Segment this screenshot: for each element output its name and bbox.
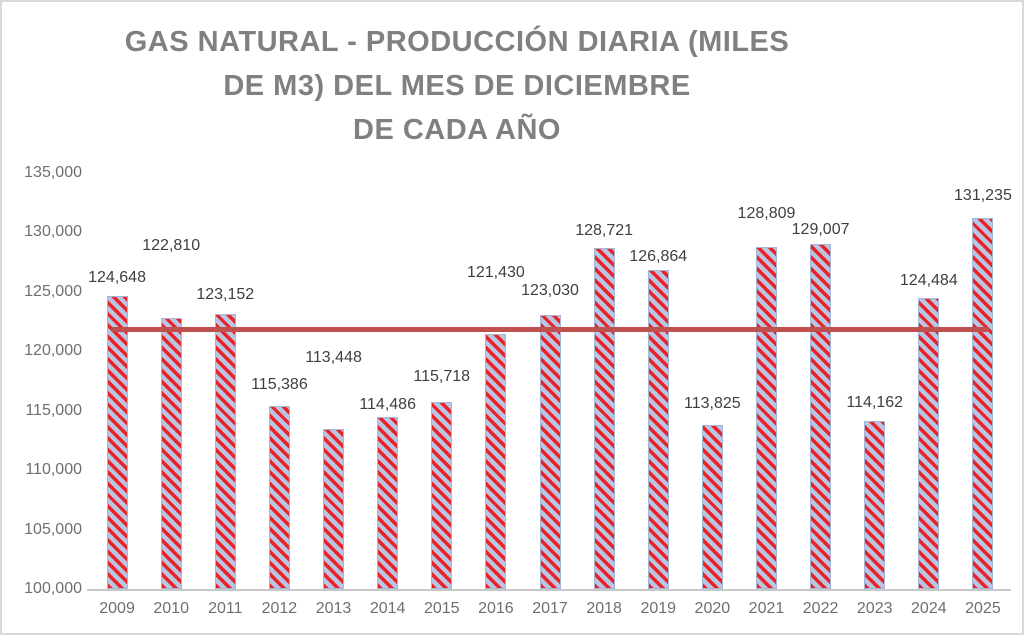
- x-axis-label-2015: 2015: [423, 600, 460, 617]
- bar-2011[interactable]: [214, 313, 236, 589]
- y-axis-tick-label: 105,000: [24, 520, 82, 538]
- x-axis-label-2018: 2018: [586, 600, 622, 617]
- bar-2020[interactable]: [701, 424, 723, 589]
- bar-2024[interactable]: [918, 298, 940, 589]
- bar-2014[interactable]: [377, 416, 399, 589]
- x-axis-label-2016: 2016: [478, 600, 514, 617]
- x-axis-label-2025: 2025: [965, 600, 1001, 617]
- data-label-2013: 113,448: [305, 349, 362, 367]
- data-label-2025: 131,235: [954, 186, 1012, 204]
- data-label-2015: 115,718: [413, 368, 471, 386]
- bar-2018[interactable]: [593, 247, 615, 589]
- x-axis-label-2010: 2010: [153, 600, 189, 617]
- data-label-2021: 128,809: [737, 204, 796, 222]
- y-axis-tick-label: 135,000: [24, 164, 82, 181]
- x-axis-label-2021: 2021: [748, 600, 785, 617]
- x-axis: 2009 2010 2011 2012 2013 2014 2015 2016 2017 2018…: [90, 600, 1010, 622]
- x-axis-label-2012: 2012: [261, 600, 298, 617]
- data-label-2017: 123,030: [521, 282, 579, 300]
- bar-2013[interactable]: [323, 429, 345, 589]
- bar-2023[interactable]: [864, 420, 886, 589]
- y-axis-tick-label: 100,000: [24, 580, 82, 597]
- y-axis-tick-label: 120,000: [24, 342, 82, 360]
- x-axis-line: [87, 589, 1011, 591]
- x-axis-label-2013: 2013: [315, 600, 352, 617]
- y-axis-tick-label: 110,000: [25, 461, 82, 479]
- x-axis-label-2014: 2014: [369, 600, 406, 617]
- chart-title-line-1: GAS NATURAL - PRODUCCIÓN DIARIA (MILES: [124, 26, 790, 58]
- data-label-2011: 123,152: [196, 285, 255, 303]
- average-line[interactable]: [111, 326, 989, 332]
- plot-area: 124,648 122,810 123,152 115,386 113,448 114,4…: [88, 173, 1012, 589]
- data-label-2009: 124,648: [88, 269, 146, 287]
- data-label-2020: 113,825: [684, 394, 741, 412]
- x-axis-label-2011: 2011: [208, 600, 243, 617]
- x-axis-label-2023: 2023: [856, 600, 893, 617]
- x-axis-label-2024: 2024: [911, 600, 947, 617]
- x-axis-label-2017: 2017: [532, 600, 568, 617]
- bar-2010[interactable]: [160, 317, 182, 589]
- bar-2022[interactable]: [810, 244, 832, 589]
- chart-title-line-3: DE CADA AÑO: [353, 114, 561, 146]
- bar-2019[interactable]: [647, 269, 669, 589]
- data-label-2024: 124,484: [899, 272, 958, 289]
- y-axis-tick-label: 115,000: [25, 401, 82, 419]
- bar-2016[interactable]: [485, 334, 507, 589]
- data-label-2022: 129,007: [791, 221, 850, 239]
- y-axis: 135,000 130,000 125,000 120,000 115,000 110,0…: [2, 164, 82, 597]
- chart-title-line-2: DE M3) DEL MES DE DICIEMBRE: [223, 70, 691, 102]
- bar-2025[interactable]: [972, 217, 994, 589]
- data-label-2014: 114,486: [359, 395, 416, 413]
- x-axis-label-2022: 2022: [802, 600, 839, 617]
- x-axis-label-2009: 2009: [99, 600, 135, 617]
- data-label-2016: 121,430: [466, 264, 525, 282]
- data-label-2019: 126,864: [629, 247, 688, 265]
- bar-2009[interactable]: [106, 296, 128, 589]
- bar-2012[interactable]: [268, 406, 290, 589]
- chart-title: GAS NATURAL - PRODUCCIÓN DIARIA (MILES D…: [87, 20, 827, 152]
- data-label-2023: 114,162: [846, 393, 904, 411]
- bar-2021[interactable]: [755, 246, 777, 589]
- data-label-2010: 122,810: [142, 236, 201, 254]
- data-label-2012: 115,386: [251, 376, 308, 394]
- x-axis-label-2019: 2019: [640, 600, 677, 617]
- x-axis-label-2020: 2020: [694, 600, 731, 617]
- data-label-2018: 128,721: [575, 221, 634, 239]
- bar-2015[interactable]: [431, 402, 453, 589]
- bar-2017[interactable]: [539, 315, 561, 589]
- y-axis-tick-label: 125,000: [24, 282, 82, 300]
- y-axis-tick-label: 130,000: [24, 223, 82, 241]
